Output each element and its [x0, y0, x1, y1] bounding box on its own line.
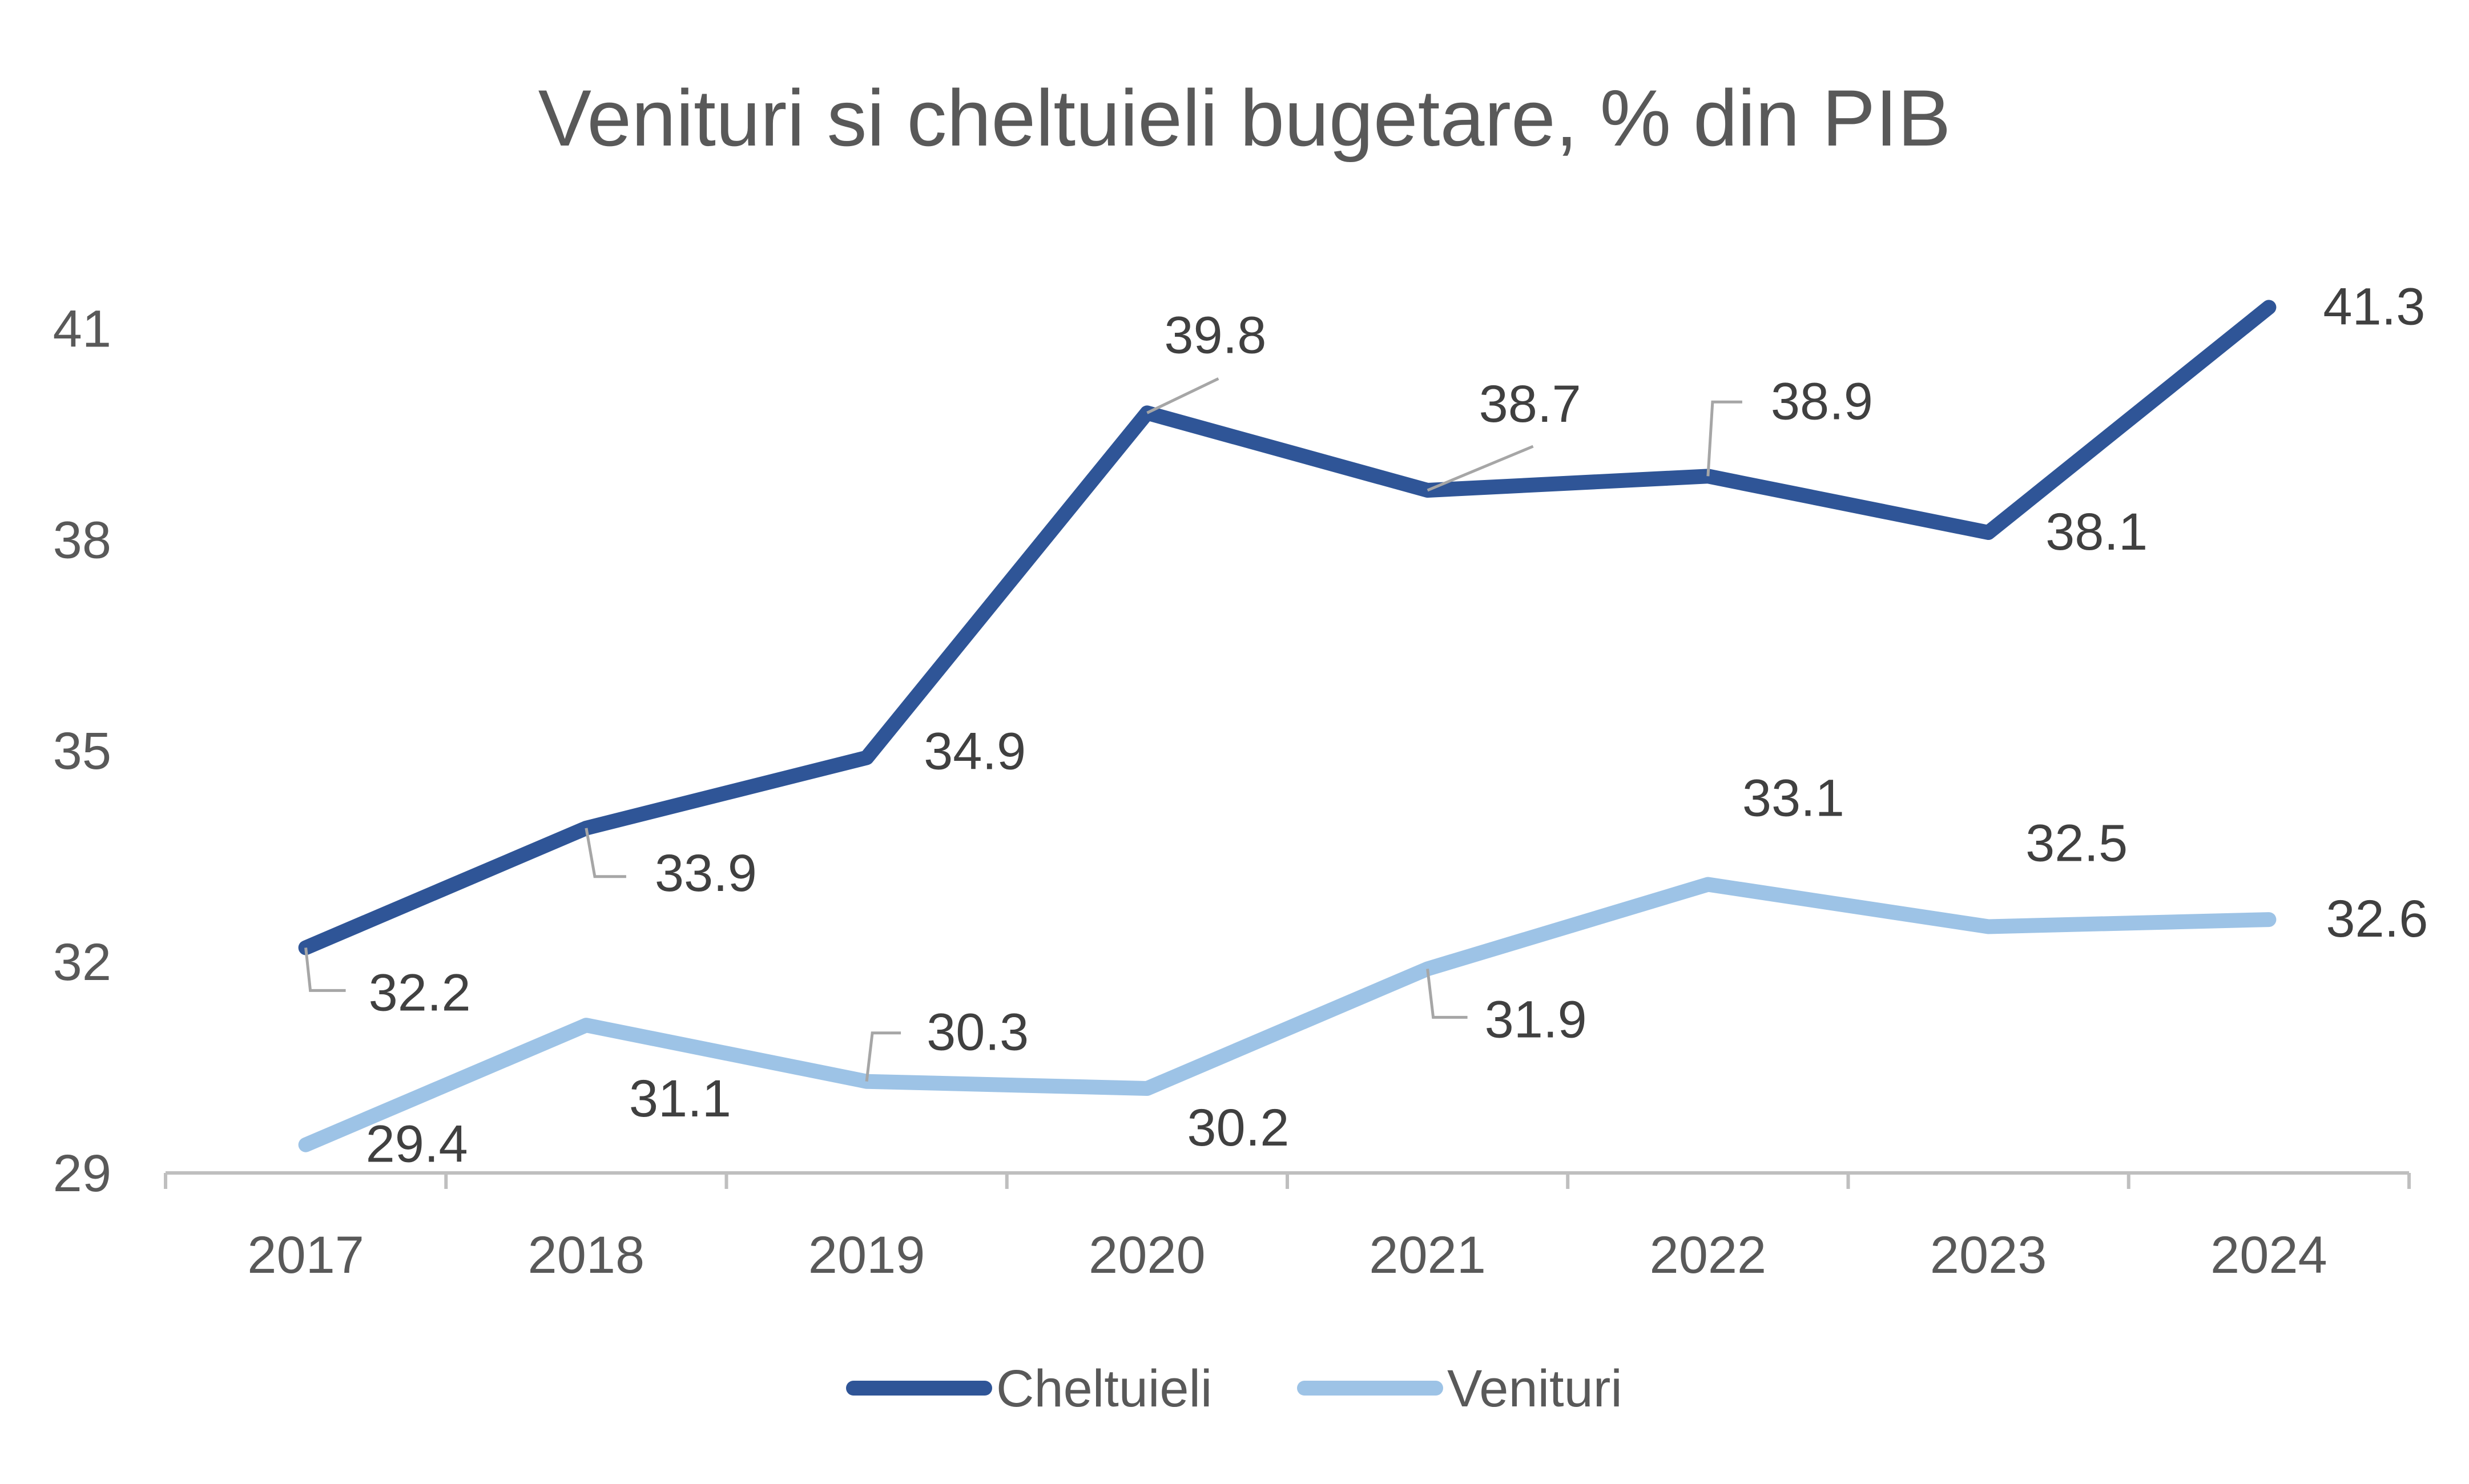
data-label-cheltuieli: 39.8: [1164, 306, 1266, 364]
data-label-venituri: 31.9: [1485, 990, 1587, 1049]
x-tick-label: 2022: [1650, 1226, 1767, 1284]
x-tick-label: 2020: [1089, 1226, 1206, 1284]
x-tick-label: 2023: [1930, 1226, 2047, 1284]
data-label-venituri: 30.2: [1187, 1099, 1289, 1157]
x-tick-label: 2017: [247, 1226, 364, 1284]
x-tick-label: 2019: [808, 1226, 925, 1284]
data-label-cheltuieli: 38.7: [1479, 375, 1581, 433]
data-label-cheltuieli: 41.3: [2323, 277, 2425, 336]
data-label-leader-line: [304, 947, 346, 992]
data-label-leader-line: [865, 1031, 901, 1082]
chart-title: Venituri si cheltuieli bugetare, % din P…: [538, 73, 1951, 163]
data-label-venituri: 29.4: [366, 1115, 468, 1174]
x-tick-label: 2024: [2210, 1226, 2327, 1284]
data-label-venituri: 32.6: [2326, 890, 2428, 948]
data-label-leader-line: [1706, 400, 1742, 477]
data-label-venituri: 32.5: [2025, 814, 2128, 872]
data-label-venituri: 31.1: [629, 1070, 731, 1128]
y-tick-label: 35: [53, 722, 111, 780]
data-label-cheltuieli: 38.9: [1771, 372, 1873, 430]
data-labels: 32.2 33.9 34.9 39.8 38.7 38.9 38.1 41.3 29.4 31.1…: [366, 277, 2428, 1173]
legend-label-cheltuieli: Cheltuieli: [996, 1360, 1212, 1418]
data-label-cheltuieli: 38.1: [2045, 503, 2148, 561]
data-label-cheltuieli: 34.9: [924, 723, 1026, 781]
data-label-leader-line: [1146, 377, 1219, 414]
y-tick-label: 38: [53, 511, 111, 569]
data-label-venituri: 33.1: [1742, 769, 1844, 827]
data-label-cheltuieli: 33.9: [655, 844, 757, 902]
series-line-venituri: [298, 877, 2277, 1152]
x-tick-label: 2021: [1369, 1226, 1486, 1284]
legend: Cheltuieli Venituri: [846, 1360, 1622, 1418]
data-label-cheltuieli: 32.2: [369, 963, 471, 1022]
data-label-leader-line: [1426, 969, 1468, 1019]
data-label-leader-line: [1427, 445, 1534, 492]
y-tick-label: 29: [53, 1144, 111, 1203]
x-axis: 2017 2018 2019 2020 2021 2022 2023 2024: [164, 1171, 2411, 1284]
plot-area: [298, 300, 2277, 1152]
y-tick-label: 41: [53, 300, 111, 358]
legend-label-venituri: Venituri: [1447, 1360, 1622, 1418]
data-label-venituri: 30.3: [927, 1003, 1029, 1062]
y-tick-label: 32: [53, 933, 111, 991]
series-line-cheltuieli: [298, 300, 2277, 955]
data-label-leader-line: [585, 828, 626, 878]
y-axis: 29 32 35 38 41: [53, 300, 111, 1203]
x-tick-label: 2018: [528, 1226, 645, 1284]
data-label-leaders: [304, 377, 1742, 1082]
